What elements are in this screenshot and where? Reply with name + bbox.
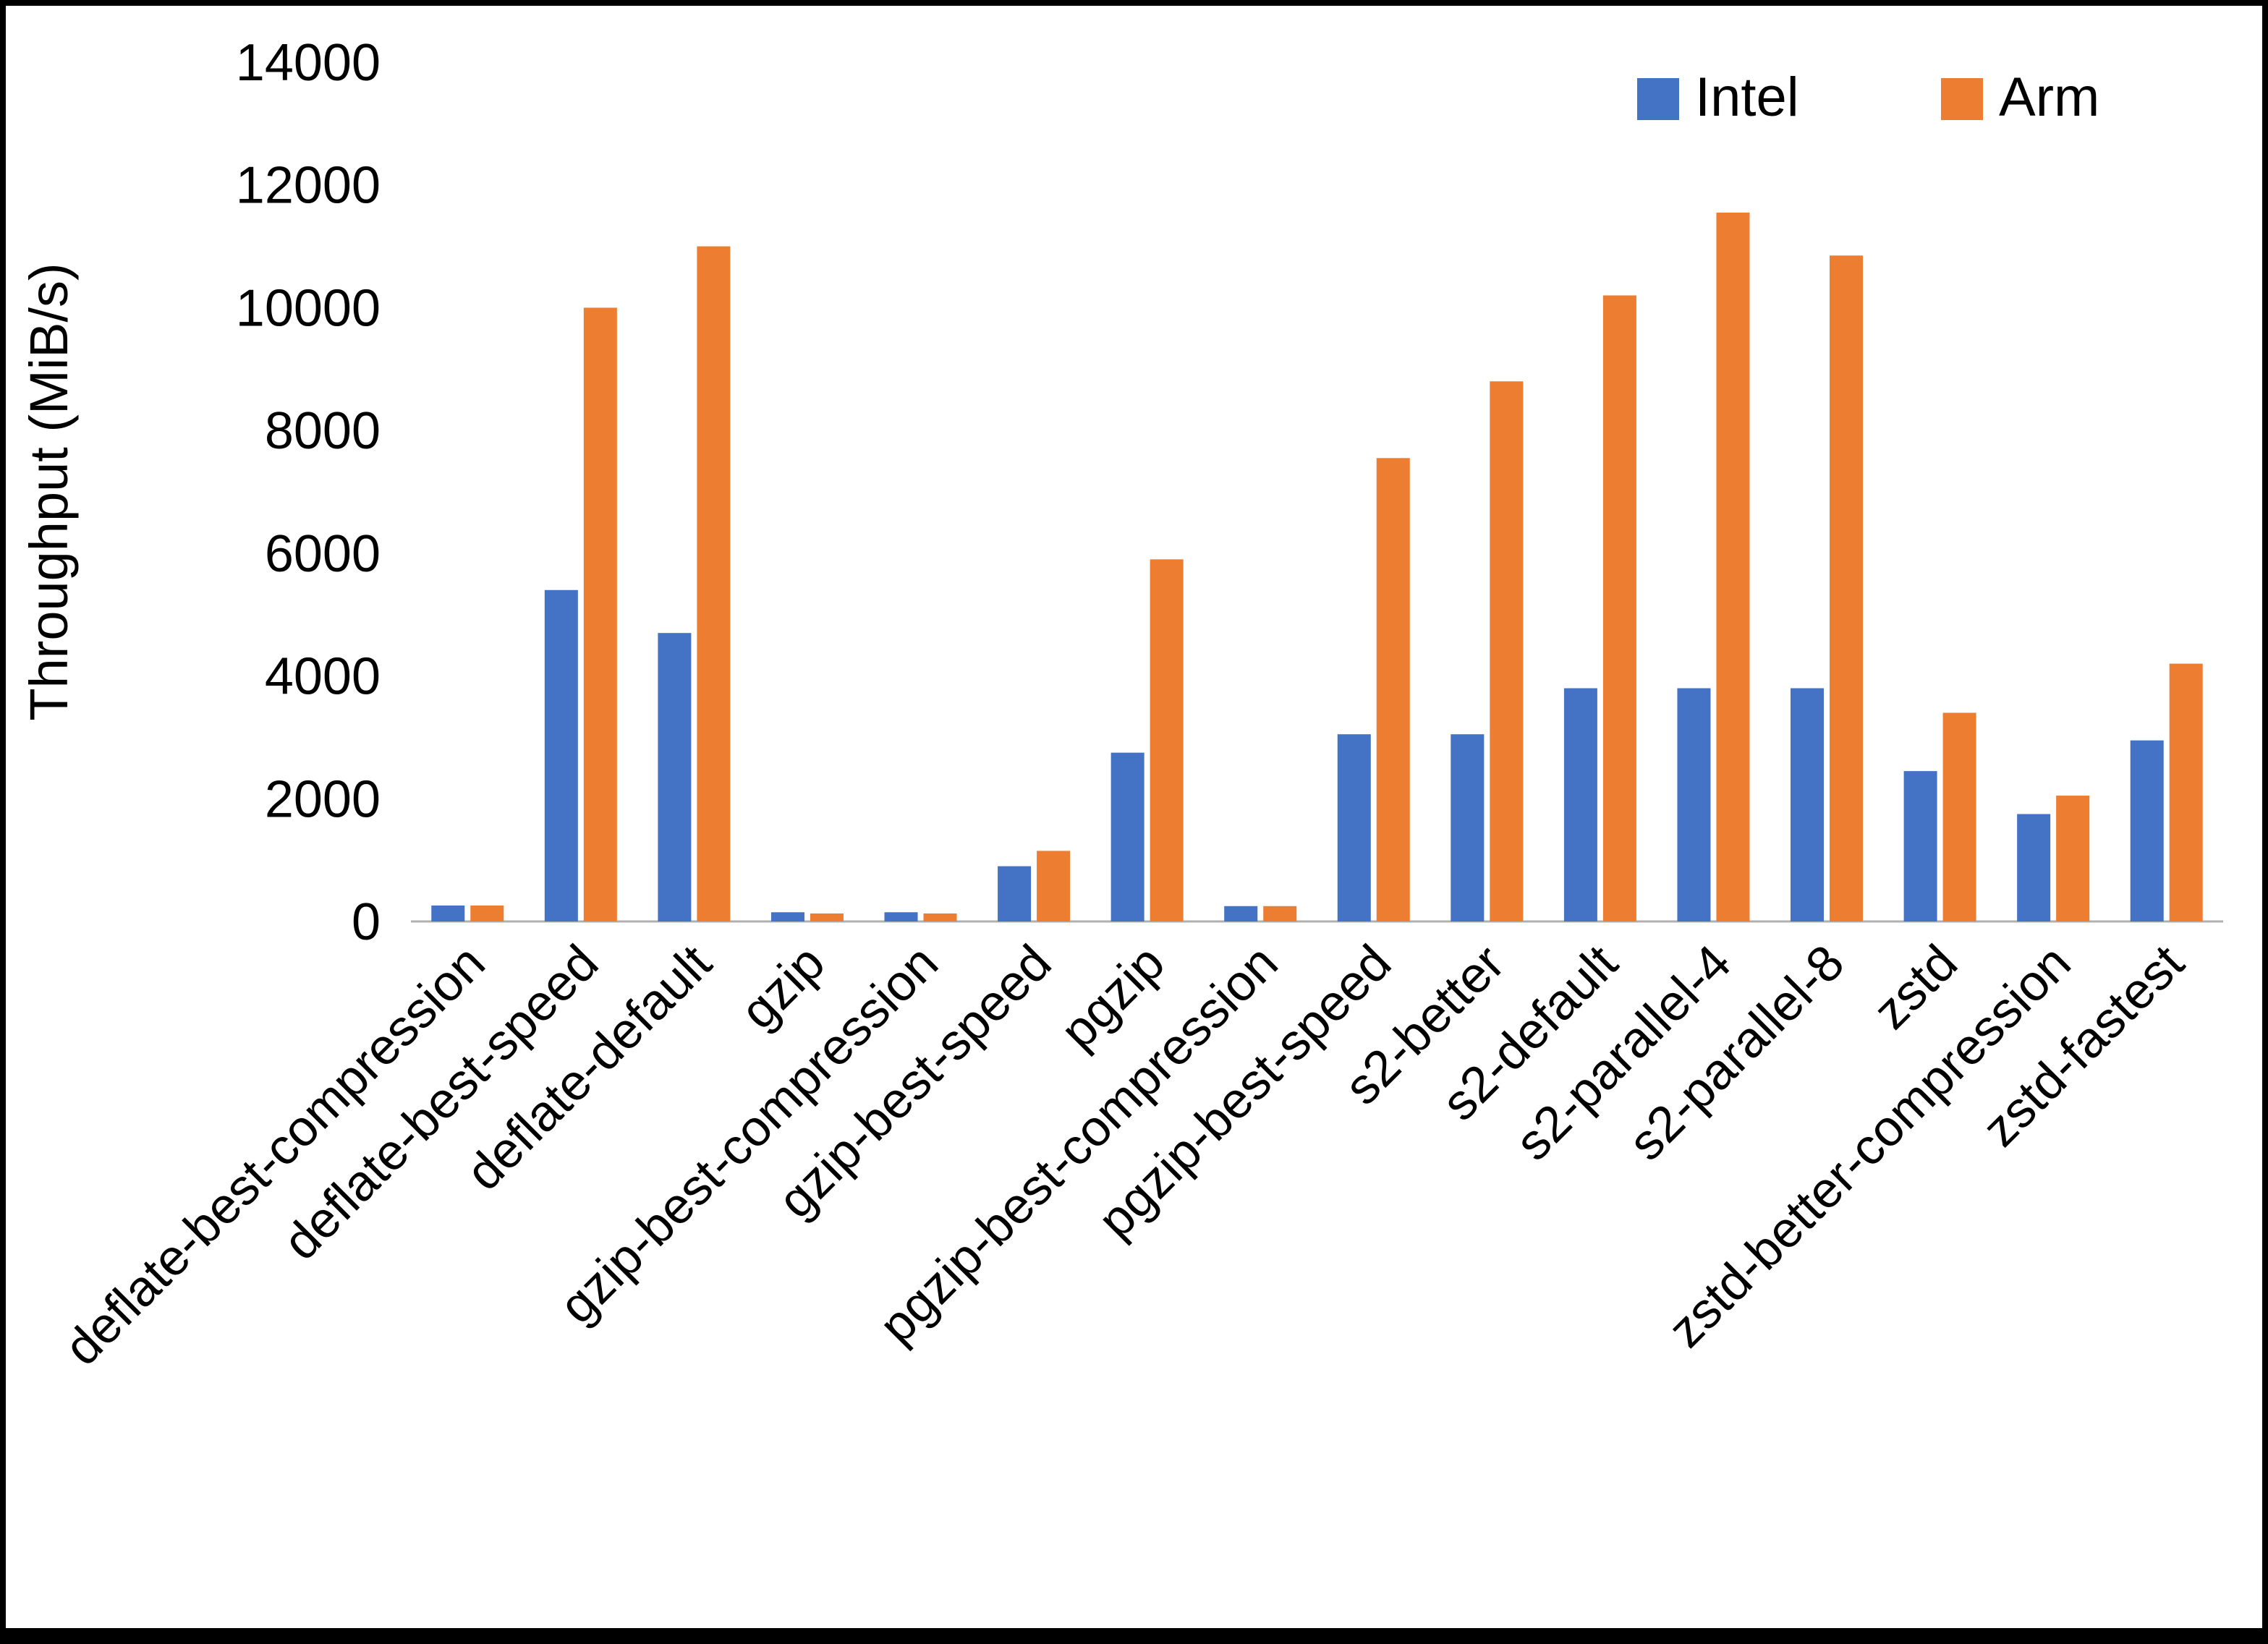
bar-intel-gzip bbox=[770, 912, 804, 921]
y-axis-tick-label: 8000 bbox=[265, 402, 381, 460]
legend-swatch-arm bbox=[1941, 78, 1983, 120]
bar-intel-s2-parallel-8 bbox=[1791, 688, 1825, 921]
legend-label-intel: Intel bbox=[1695, 67, 1799, 128]
bar-intel-s2-parallel-4 bbox=[1677, 688, 1711, 921]
bar-arm-gzip-best-speed bbox=[1037, 851, 1071, 921]
legend-label-arm: Arm bbox=[1999, 67, 2099, 128]
bar-arm-zstd-better-compression bbox=[2056, 796, 2090, 921]
bar-arm-gzip bbox=[810, 913, 844, 921]
bar-arm-gzip-best-compression bbox=[923, 913, 957, 921]
bar-intel-pgzip bbox=[1110, 752, 1144, 921]
bar-arm-deflate-best-speed bbox=[583, 307, 617, 921]
bar-intel-deflate-best-speed bbox=[544, 589, 578, 921]
bar-intel-s2-better bbox=[1451, 734, 1485, 921]
y-axis-tick-label: 14000 bbox=[236, 34, 381, 92]
y-axis-title: Throughput (MiB/s) bbox=[19, 263, 79, 720]
y-axis-tick-label: 0 bbox=[352, 893, 381, 951]
bar-arm-s2-parallel-4 bbox=[1716, 212, 1750, 921]
y-axis-tick-label: 12000 bbox=[236, 157, 381, 215]
bar-arm-pgzip-best-speed bbox=[1376, 458, 1410, 921]
x-axis-category-label: deflate-best-compression bbox=[54, 934, 496, 1376]
bar-arm-s2-better bbox=[1490, 381, 1524, 921]
bar-intel-deflate-best-compression bbox=[431, 905, 465, 921]
bar-intel-gzip-best-speed bbox=[998, 866, 1032, 921]
y-axis-tick-label: 2000 bbox=[265, 770, 381, 828]
bar-arm-deflate-default bbox=[697, 246, 731, 922]
legend-swatch-intel bbox=[1637, 78, 1679, 120]
bar-intel-zstd-better-compression bbox=[2017, 814, 2051, 921]
y-axis-tick-label: 10000 bbox=[236, 279, 381, 337]
y-axis-tick-label: 6000 bbox=[265, 525, 381, 583]
bar-intel-deflate-default bbox=[658, 633, 692, 921]
bar-intel-zstd bbox=[1903, 771, 1937, 921]
bar-arm-s2-parallel-8 bbox=[1830, 255, 1864, 921]
bar-intel-zstd-fastest bbox=[2130, 740, 2164, 921]
bar-arm-pgzip-best-compression bbox=[1263, 906, 1297, 921]
chart-canvas: 0 2000 4000 6000 8000 10000 12000 14000 Throughp… bbox=[19, 34, 2223, 1376]
bar-arm-zstd bbox=[1942, 712, 1976, 921]
bar-intel-s2-default bbox=[1563, 688, 1597, 921]
bar-arm-deflate-best-compression bbox=[470, 905, 504, 921]
bar-intel-gzip-best-compression bbox=[884, 912, 918, 921]
bar-arm-s2-default bbox=[1602, 295, 1636, 921]
bar-intel-pgzip-best-compression bbox=[1224, 906, 1258, 921]
bar-arm-pgzip bbox=[1150, 559, 1184, 921]
y-axis-tick-label: 4000 bbox=[265, 648, 381, 706]
bar-arm-zstd-fastest bbox=[2169, 663, 2203, 921]
bar-intel-pgzip-best-speed bbox=[1337, 734, 1371, 921]
